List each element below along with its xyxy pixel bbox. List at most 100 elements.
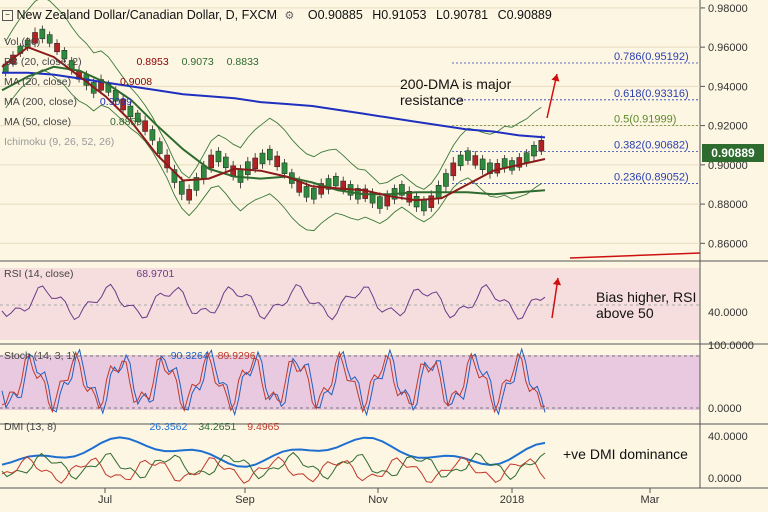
candle-body bbox=[54, 42, 60, 53]
ohlc-open: O0.90885 bbox=[307, 8, 363, 22]
legend-ma50[interactable]: MA (50, close) 0.8859 bbox=[4, 116, 143, 128]
ohlc-high: H0.91053 bbox=[372, 8, 427, 22]
dmi-plus-line bbox=[1, 451, 546, 481]
annotation-dmi: +ve DMI dominance bbox=[563, 446, 688, 462]
candle-body bbox=[222, 156, 229, 169]
candle-body bbox=[479, 158, 486, 170]
annotation-200dma: 200-DMA is major resistance bbox=[400, 76, 512, 108]
ohlc-low: L0.90781 bbox=[435, 8, 489, 22]
candle-body bbox=[333, 175, 339, 187]
candle-body bbox=[377, 196, 383, 209]
candle-body bbox=[171, 169, 178, 183]
bb-lower-line bbox=[5, 69, 542, 232]
candle-body bbox=[39, 28, 46, 40]
ma-line-0 bbox=[2, 71, 546, 139]
y-tick-label: 0.88000 bbox=[708, 199, 748, 211]
candle-body bbox=[178, 181, 185, 195]
ma-line-2 bbox=[1, 46, 546, 202]
fib-label: 0.382(0.90682) bbox=[614, 139, 689, 151]
y-tick-label: 0.92000 bbox=[708, 121, 748, 133]
fib-label: 0.786(0.95192) bbox=[614, 51, 689, 63]
annotation-rsi: Bias higher, RSI above 50 bbox=[596, 289, 697, 321]
legend-vol[interactable]: Vol (20) bbox=[4, 36, 41, 48]
candle-body bbox=[538, 140, 545, 152]
candle-body bbox=[531, 144, 537, 157]
header-bar: − New Zealand Dollar/Canadian Dollar, D,… bbox=[2, 8, 552, 22]
candle-body bbox=[120, 98, 126, 111]
dmi-adx-line bbox=[1, 436, 546, 468]
candle-body bbox=[303, 186, 310, 198]
x-tick-label: Mar bbox=[641, 494, 660, 506]
candle-body bbox=[156, 141, 163, 154]
candle-body bbox=[406, 191, 413, 203]
stoch-panel-bg bbox=[0, 355, 700, 410]
rsi-panel-bg bbox=[0, 268, 700, 340]
candle-body bbox=[325, 178, 332, 190]
candle-body bbox=[281, 162, 288, 174]
candle-body bbox=[46, 34, 53, 44]
candle-body bbox=[61, 50, 68, 60]
candle-body bbox=[142, 120, 148, 132]
dmi-y-bottom: 0.0000 bbox=[708, 473, 742, 485]
trend-line bbox=[569, 252, 701, 259]
dmi-legend[interactable]: DMI (13, 8) 26.3562 34.2651 9.4965 bbox=[4, 421, 280, 433]
candle-body bbox=[200, 165, 207, 179]
legend-bb[interactable]: BB (20, close, 2) 0.8953 0.9073 0.8833 bbox=[4, 56, 259, 68]
candle-body bbox=[193, 177, 200, 191]
candle-body bbox=[428, 195, 435, 208]
candle-body bbox=[494, 163, 501, 174]
candle-body bbox=[516, 157, 523, 168]
y-tick-label: 0.96000 bbox=[708, 42, 748, 54]
candle-body bbox=[311, 188, 317, 200]
collapse-icon[interactable]: − bbox=[2, 10, 13, 22]
candle-body bbox=[149, 129, 156, 141]
arrow-price-up bbox=[546, 73, 558, 119]
candle-body bbox=[413, 195, 420, 208]
candle-body bbox=[127, 105, 134, 118]
rsi-line bbox=[1, 283, 546, 321]
y-tick-label: 0.90000 bbox=[708, 160, 748, 172]
fib-label: 0.236(0.89052) bbox=[614, 171, 689, 183]
candle-body bbox=[259, 152, 266, 165]
x-tick-label: Nov bbox=[368, 494, 388, 506]
symbol-title: New Zealand Dollar/Canadian Dollar, D, F… bbox=[16, 8, 278, 22]
legend-ichimoku[interactable]: Ichimoku (9, 26, 52, 26) bbox=[4, 136, 115, 148]
candle-body bbox=[443, 173, 449, 187]
candle-body bbox=[318, 183, 325, 195]
candle-body bbox=[421, 199, 427, 212]
candle-body bbox=[252, 157, 258, 170]
fib-label: 0.618(0.93316) bbox=[614, 88, 689, 100]
candle-body bbox=[487, 162, 493, 174]
rsi-legend[interactable]: RSI (14, close) 68.9701 bbox=[4, 268, 175, 280]
y-tick-label: 0.98000 bbox=[708, 3, 748, 15]
stoch-k-line bbox=[1, 347, 546, 417]
candle-body bbox=[208, 154, 214, 169]
candle-body bbox=[523, 152, 530, 163]
ohlc-close: C0.90889 bbox=[497, 8, 552, 22]
candle-body bbox=[32, 32, 38, 44]
candle-body bbox=[267, 148, 273, 161]
legend-ma20[interactable]: MA (20, close) 0.9008 bbox=[4, 76, 153, 88]
y-tick-label: 0.86000 bbox=[708, 238, 748, 250]
arrow-rsi-up-head bbox=[552, 278, 562, 286]
candle-body bbox=[186, 189, 192, 201]
dmi-minus-line bbox=[1, 455, 546, 484]
x-tick-label: 2018 bbox=[500, 494, 524, 506]
arrow-price-up-head bbox=[551, 74, 560, 82]
stoch-y-top: 100.0000 bbox=[708, 340, 754, 352]
candle-body bbox=[244, 161, 251, 175]
candle-body bbox=[465, 150, 471, 161]
stoch-d-line bbox=[1, 350, 545, 414]
settings-icon[interactable]: ⚙ bbox=[284, 10, 295, 22]
stoch-legend[interactable]: Stoch (14, 3, 1) 90.3264 89.9296 bbox=[4, 350, 256, 362]
stoch-y-bottom: 0.0000 bbox=[708, 403, 742, 415]
candle-body bbox=[450, 162, 457, 177]
indicator-legend: Vol (20) BB (20, close, 2) 0.8953 0.9073… bbox=[4, 32, 259, 152]
fib-label: 0.5(0.91999) bbox=[614, 114, 676, 126]
bb-upper-line bbox=[5, 0, 542, 190]
legend-ma200[interactable]: MA (200, close) 0.9099 bbox=[4, 96, 132, 108]
dmi-y-top: 40.0000 bbox=[708, 431, 748, 443]
candle-body bbox=[274, 155, 280, 168]
candle-body bbox=[215, 150, 222, 163]
